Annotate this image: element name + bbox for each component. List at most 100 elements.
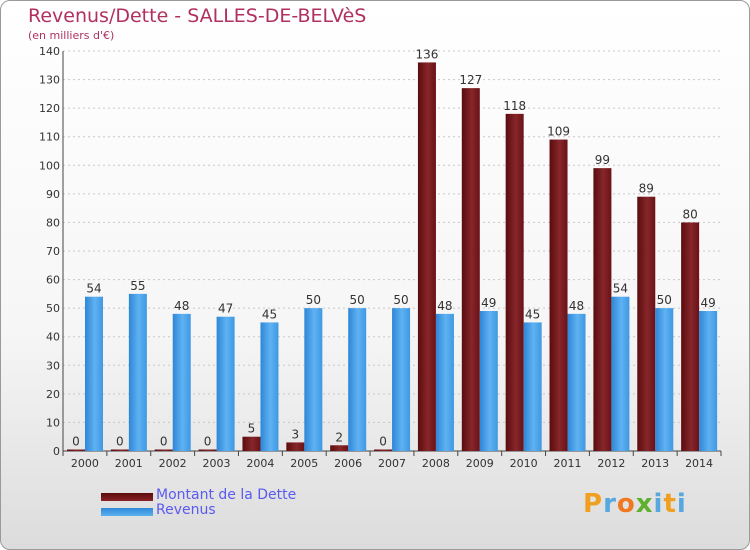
- y-tick-label: 90: [46, 188, 60, 201]
- y-tick-label: 50: [46, 302, 60, 315]
- bar-revenue: [172, 313, 191, 451]
- bar-debt: [593, 168, 612, 451]
- x-tick-label: 2006: [334, 457, 362, 470]
- data-label-debt: 109: [547, 125, 570, 139]
- data-label-debt: 99: [595, 153, 610, 167]
- bar-revenue: [699, 311, 718, 451]
- bar-debt: [549, 139, 568, 452]
- x-tick-label: 2005: [290, 457, 318, 470]
- data-label-revenue: 48: [174, 299, 189, 313]
- data-label-revenue: 50: [393, 293, 408, 307]
- bar-revenue: [567, 313, 586, 451]
- data-label-revenue: 49: [481, 296, 496, 310]
- data-label-revenue: 45: [262, 307, 277, 321]
- y-tick-label: 60: [46, 274, 60, 287]
- x-tick-label: 2012: [597, 457, 625, 470]
- data-label-revenue: 47: [218, 302, 233, 316]
- x-tick-label: 2009: [466, 457, 494, 470]
- data-label-revenue: 48: [437, 299, 452, 313]
- data-label-revenue: 48: [569, 299, 584, 313]
- x-tick-label: 2000: [71, 457, 99, 470]
- logo-letter: i: [653, 489, 664, 519]
- bar-debt: [67, 449, 85, 451]
- y-tick-label: 40: [46, 331, 60, 344]
- data-label-debt: 0: [204, 435, 212, 449]
- bar-debt: [417, 62, 436, 452]
- bar-debt: [330, 445, 349, 451]
- bar-debt: [110, 449, 129, 451]
- bar-debt: [681, 222, 700, 451]
- logo-letter: P: [583, 489, 604, 519]
- x-tick-label: 2004: [246, 457, 274, 470]
- data-label-revenue: 49: [700, 296, 715, 310]
- bar-revenue: [260, 322, 279, 451]
- data-label-revenue: 50: [657, 293, 672, 307]
- logo-letter: t: [663, 489, 677, 519]
- bar-revenue: [304, 308, 323, 451]
- bar-debt: [637, 196, 656, 451]
- data-label-revenue: 50: [350, 293, 365, 307]
- x-tick-label: 2008: [422, 457, 450, 470]
- y-tick-label: 120: [39, 102, 60, 115]
- data-label-revenue: 45: [525, 307, 540, 321]
- bar-revenue: [392, 308, 411, 451]
- legend-label-debt: Montant de la Dette: [156, 487, 297, 503]
- y-tick-label: 10: [46, 416, 60, 429]
- data-label-debt: 127: [459, 73, 482, 87]
- data-label-debt: 3: [292, 427, 300, 441]
- logo-letter: r: [603, 489, 617, 519]
- x-tick-label: 2001: [115, 457, 143, 470]
- bar-revenue: [611, 296, 630, 451]
- bar-revenue: [655, 308, 674, 451]
- x-tick-label: 2003: [203, 457, 231, 470]
- bar-debt: [242, 436, 261, 451]
- chart-title: Revenus/Dette - SALLES-DE-BELVèS: [28, 5, 367, 27]
- logo-letter: x: [635, 489, 654, 519]
- legend-swatch-debt: [101, 493, 153, 501]
- x-tick-label: 2014: [685, 457, 713, 470]
- x-tick-label: 2011: [553, 457, 581, 470]
- data-label-debt: 5: [248, 422, 256, 436]
- y-tick-label: 130: [39, 74, 60, 87]
- bar-debt: [461, 88, 480, 452]
- bar-revenue: [128, 293, 147, 451]
- data-label-revenue: 55: [130, 279, 145, 293]
- data-label-debt: 118: [503, 99, 526, 113]
- data-label-debt: 0: [160, 435, 168, 449]
- legend-label-revenue: Revenus: [156, 502, 216, 518]
- bar-revenue: [523, 322, 542, 451]
- bar-revenue: [435, 313, 454, 451]
- bar-debt: [198, 449, 217, 451]
- proxiti-logo: Proxiti: [583, 489, 687, 519]
- bar-revenue: [216, 316, 235, 451]
- legend-swatch-revenue: [101, 508, 153, 516]
- logo-letter: o: [616, 489, 636, 519]
- y-tick-label: 80: [46, 216, 60, 229]
- data-label-debt: 0: [379, 435, 387, 449]
- bar-debt: [374, 449, 393, 451]
- data-label-debt: 136: [415, 47, 438, 61]
- data-label-debt: 0: [72, 435, 80, 449]
- data-label-revenue: 54: [613, 282, 628, 296]
- bar-revenue: [348, 308, 367, 451]
- bar-debt: [154, 449, 173, 451]
- x-tick-label: 2010: [510, 457, 538, 470]
- x-tick-label: 2002: [159, 457, 187, 470]
- y-tick-label: 100: [39, 159, 60, 172]
- y-tick-label: 30: [46, 359, 60, 372]
- data-label-debt: 0: [116, 435, 124, 449]
- data-label-revenue: 54: [86, 282, 101, 296]
- bar-revenue: [479, 311, 498, 451]
- bar-debt: [286, 442, 305, 451]
- y-tick-label: 70: [46, 245, 60, 258]
- y-tick-label: 20: [46, 388, 60, 401]
- data-label-debt: 80: [682, 207, 697, 221]
- bar-debt: [505, 113, 524, 451]
- data-label-debt: 2: [335, 430, 343, 444]
- x-tick-label: 2007: [378, 457, 406, 470]
- logo-letter: i: [676, 489, 687, 519]
- chart-subtitle: (en milliers d'€): [28, 29, 115, 42]
- bar-revenue: [85, 296, 103, 451]
